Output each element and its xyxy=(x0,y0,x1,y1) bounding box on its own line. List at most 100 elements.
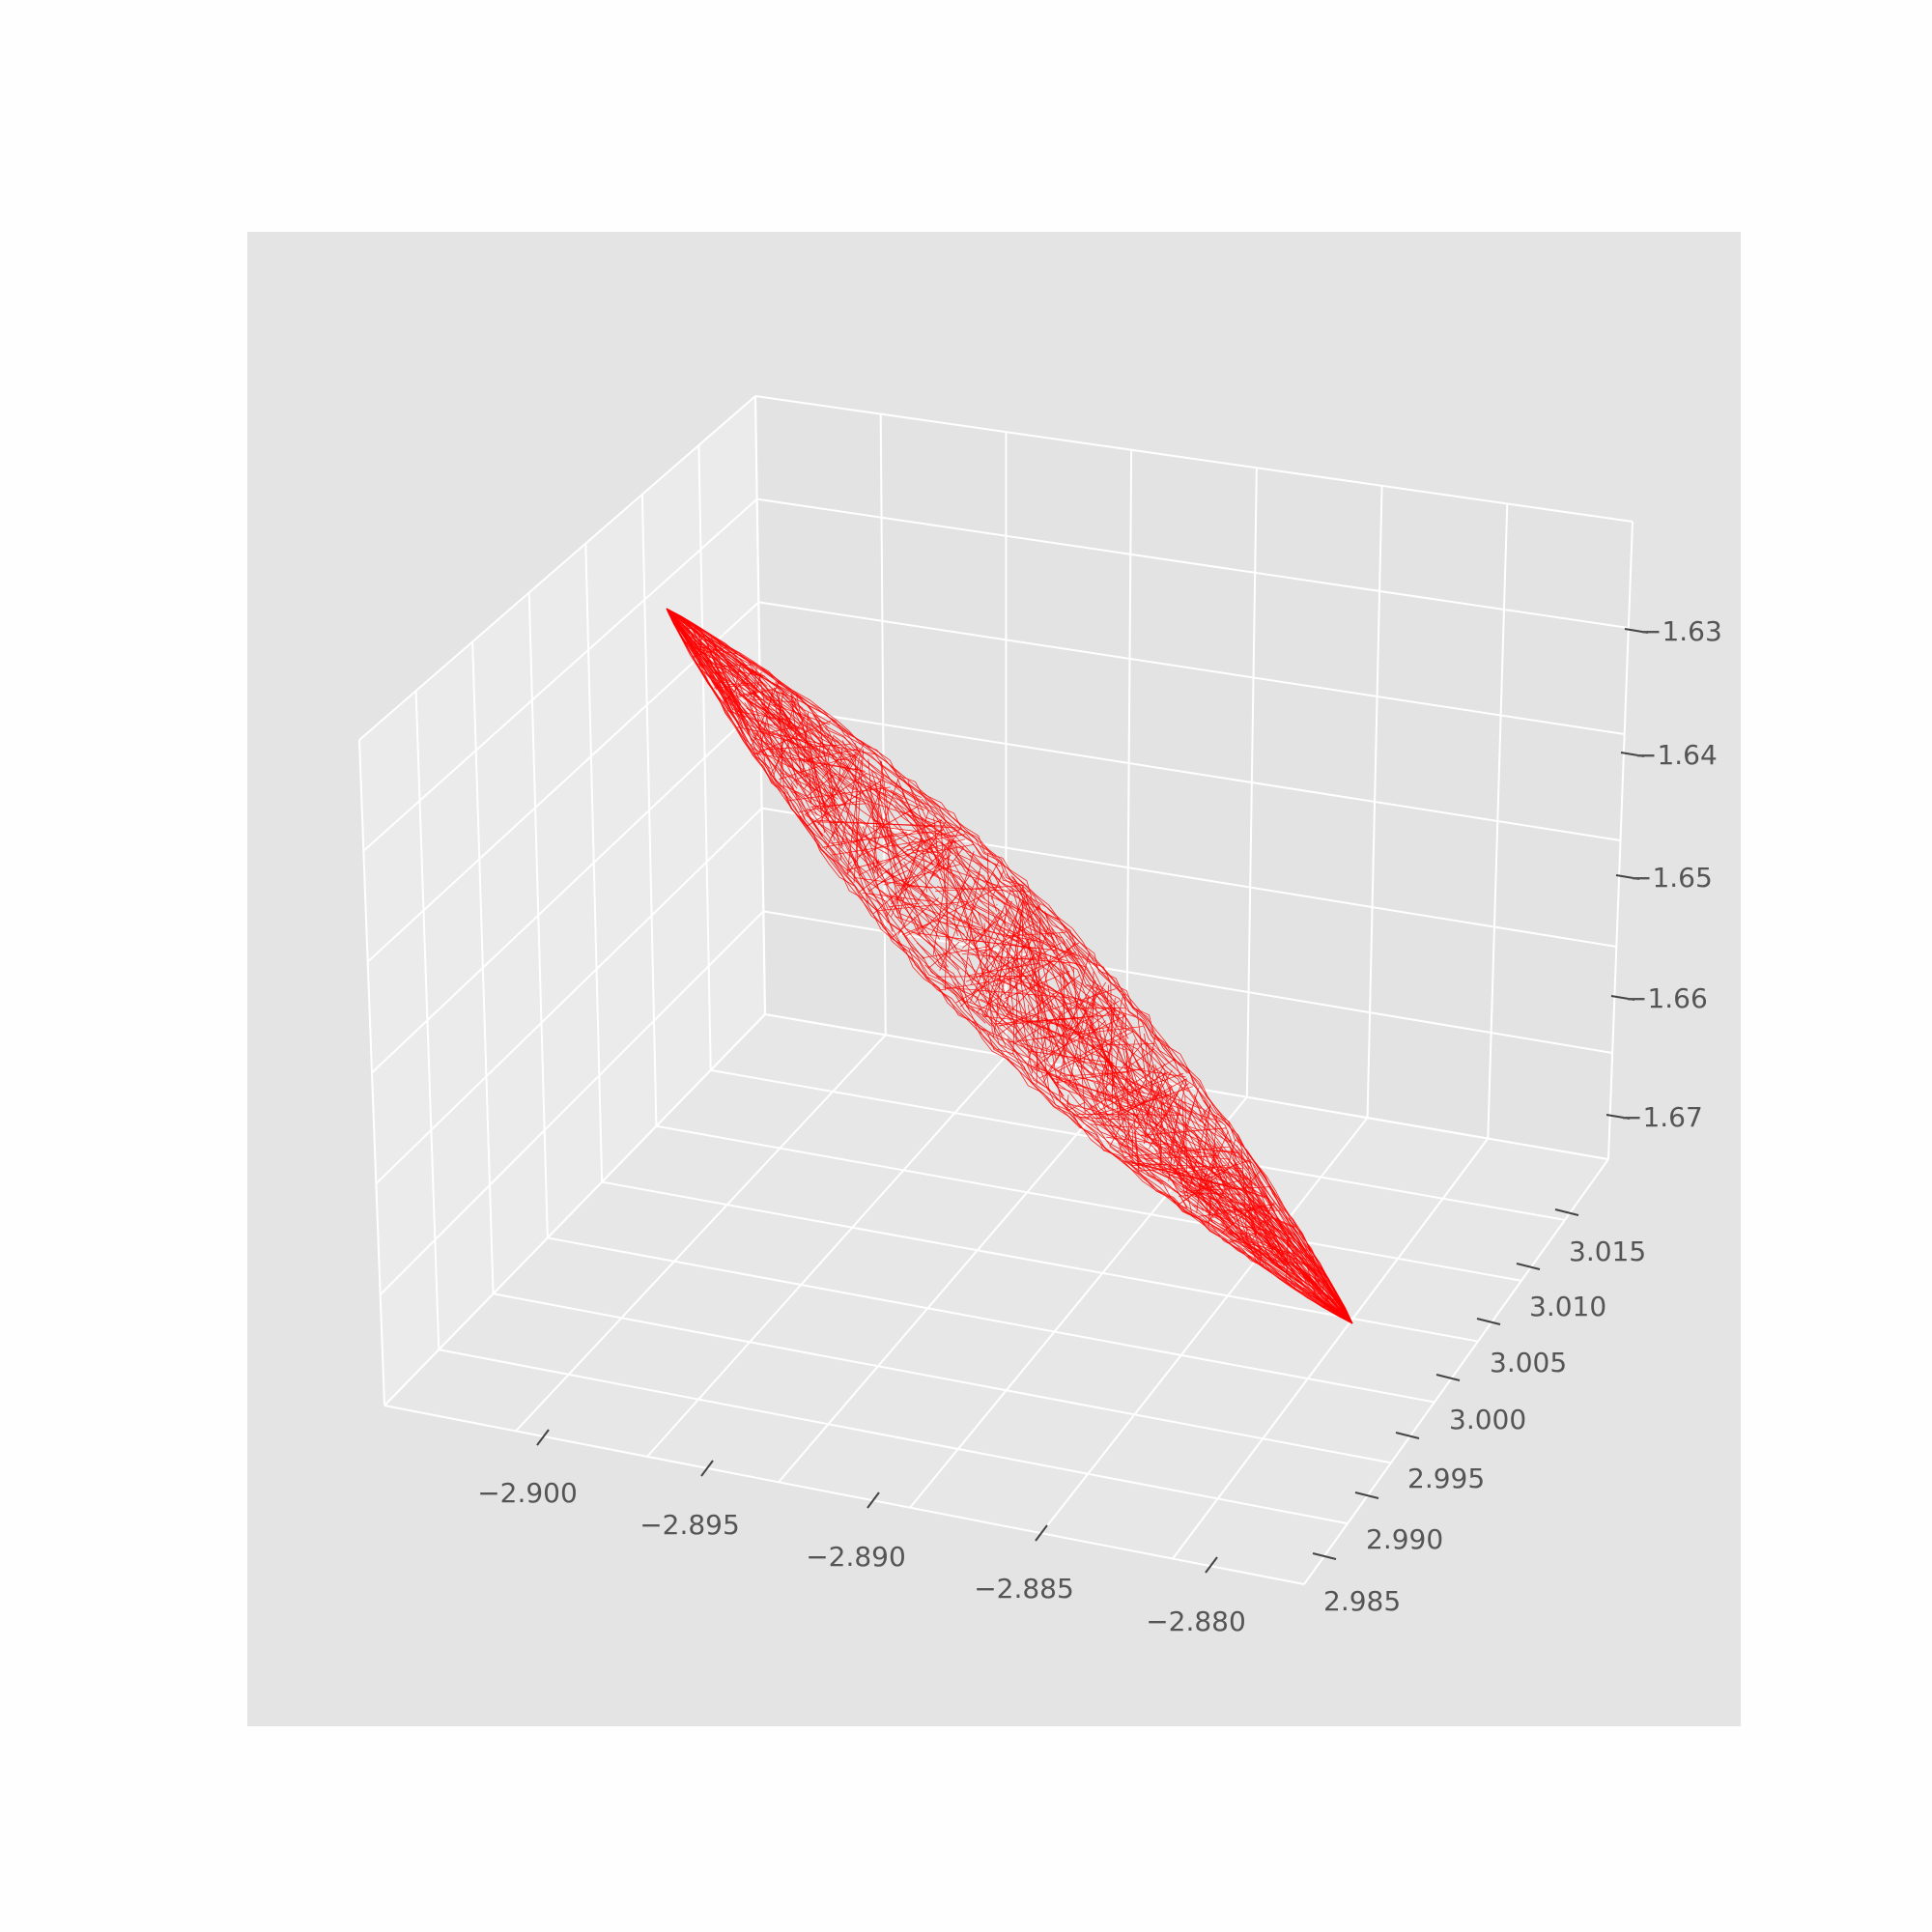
surface-mesh-edge xyxy=(1270,1211,1324,1272)
surface-mesh-edge xyxy=(905,810,952,867)
surface-mesh-edge xyxy=(990,894,997,912)
surface-mesh-edge xyxy=(921,838,927,893)
grid-line xyxy=(1040,1117,1369,1534)
surface-mesh-edge xyxy=(753,732,817,791)
surface-mesh-edge xyxy=(1188,1106,1232,1142)
surface-mesh-edge xyxy=(898,810,929,915)
surface-mesh-edge xyxy=(921,798,956,831)
surface-mesh-edge xyxy=(967,886,1064,958)
surface-mesh-edge xyxy=(1243,1247,1340,1313)
surface-mesh-edge xyxy=(1144,1033,1164,1175)
surface-mesh-edge xyxy=(1106,1028,1156,1125)
surface-mesh-edge xyxy=(1044,910,1072,1008)
surface-mesh-edge xyxy=(666,608,685,624)
surface-mesh-edge xyxy=(1014,944,1029,1030)
surface-mesh-edge xyxy=(747,678,776,726)
surface-mesh-edge xyxy=(874,781,902,924)
surface-mesh-edge xyxy=(1093,993,1109,1076)
surface-mesh-edge xyxy=(685,628,770,700)
surface-mesh-edge xyxy=(690,622,768,687)
surface-mesh-edge xyxy=(771,693,782,729)
surface-mesh-edge xyxy=(1005,1037,1079,1122)
surface-mesh-edge xyxy=(993,923,1077,956)
z-tick-mark xyxy=(1610,995,1635,1001)
surface-mesh-edge xyxy=(982,914,1038,997)
surface-mesh-edge xyxy=(971,930,1087,968)
surface-mesh-edge xyxy=(936,976,1029,978)
surface-mesh-edge xyxy=(946,826,987,869)
surface-mesh-edge xyxy=(744,702,791,768)
surface-mesh-edge xyxy=(1247,1191,1322,1280)
surface-mesh-edge xyxy=(1005,907,1068,985)
surface-mesh-edge xyxy=(722,669,754,704)
surface-mesh-edge xyxy=(1054,1010,1062,1037)
surface-longitude-line xyxy=(666,608,1353,1324)
surface-mesh-edge xyxy=(1116,1095,1133,1144)
surface-mesh-edge xyxy=(928,941,960,969)
surface-mesh-edge xyxy=(968,956,1008,1048)
surface-mesh-edge xyxy=(1008,1026,1144,1043)
surface-mesh-edge xyxy=(1266,1221,1339,1303)
grid-line xyxy=(371,704,761,1074)
surface-mesh-edge xyxy=(996,904,998,906)
surface-mesh-edge xyxy=(713,657,805,742)
grid-line xyxy=(379,910,765,1295)
surface-longitude-line xyxy=(666,608,1353,1324)
surface-mesh-edge xyxy=(1305,1241,1353,1324)
surface-mesh-edge xyxy=(666,608,695,637)
x-axis-tick-labels: −2.900 −2.895 −2.890 −2.885 −2.880 xyxy=(477,1477,1246,1637)
surface-mesh-edge xyxy=(797,751,814,762)
surface-mesh-edge xyxy=(811,821,840,862)
surface-mesh-edge xyxy=(702,657,776,701)
surface-mesh-edge xyxy=(830,822,842,838)
left-pane xyxy=(359,396,765,1406)
surface-mesh-edge xyxy=(1021,886,1030,918)
grid-line xyxy=(358,395,756,741)
surface-mesh-edge xyxy=(923,946,987,958)
surface-mesh-edge xyxy=(1175,1100,1195,1176)
surface-mesh-edge xyxy=(1019,888,1041,969)
surface-mesh-edge xyxy=(817,744,865,825)
surface-mesh-edge xyxy=(1006,947,1014,1015)
surface-mesh-edge xyxy=(1072,967,1086,1115)
surface-mesh-edge xyxy=(935,885,1024,892)
surface-mesh-edge xyxy=(878,796,952,843)
surface-mesh-edge xyxy=(848,827,942,880)
surface-mesh-edge xyxy=(1010,875,1046,920)
surface-mesh-edge xyxy=(790,782,806,820)
surface-mesh-edge xyxy=(1288,1217,1334,1296)
surface-mesh-edge xyxy=(845,838,965,871)
surface-mesh-edge xyxy=(775,681,838,762)
surface-mesh-edge xyxy=(705,649,713,665)
surface-mesh-edge xyxy=(1033,1064,1145,1127)
surface-mesh-edge xyxy=(881,761,896,871)
surface-mesh-edge xyxy=(707,660,736,670)
surface-mesh-edge xyxy=(1293,1239,1350,1321)
grid-line xyxy=(764,1013,1609,1160)
surface-mesh-edge xyxy=(1143,1130,1205,1190)
surface-mesh-edge xyxy=(1014,980,1072,1036)
surface-mesh-edge xyxy=(813,821,951,827)
surface-longitude-line xyxy=(666,608,1353,1324)
surface-mesh-edge xyxy=(1250,1224,1293,1244)
surface-mesh-edge xyxy=(802,749,854,805)
surface-mesh-edge xyxy=(909,948,991,1027)
surface-mesh-edge xyxy=(1230,1161,1257,1187)
surface-mesh-edge xyxy=(1267,1248,1320,1291)
surface-mesh-edge xyxy=(1059,972,1068,1043)
surface-mesh-edge xyxy=(1063,960,1065,1055)
surface-mesh-edge xyxy=(888,902,921,908)
surface-mesh-edge xyxy=(804,781,810,789)
surface-mesh-edge xyxy=(806,808,837,826)
surface-mesh-edge xyxy=(1111,1012,1124,1094)
surface-mesh-edge xyxy=(1092,1043,1134,1132)
surface-mesh-edge xyxy=(828,856,852,873)
x-tick-label: −2.890 xyxy=(806,1541,906,1573)
surface-mesh-edge xyxy=(947,844,1011,903)
y-tick-mark xyxy=(1312,1552,1337,1560)
surface-mesh-edge xyxy=(770,731,812,753)
surface-mesh-edge xyxy=(1173,1087,1200,1165)
surface-mesh-edge xyxy=(992,872,1039,965)
surface-mesh-edge xyxy=(1184,1095,1188,1187)
surface-mesh-edge xyxy=(1229,1139,1237,1161)
